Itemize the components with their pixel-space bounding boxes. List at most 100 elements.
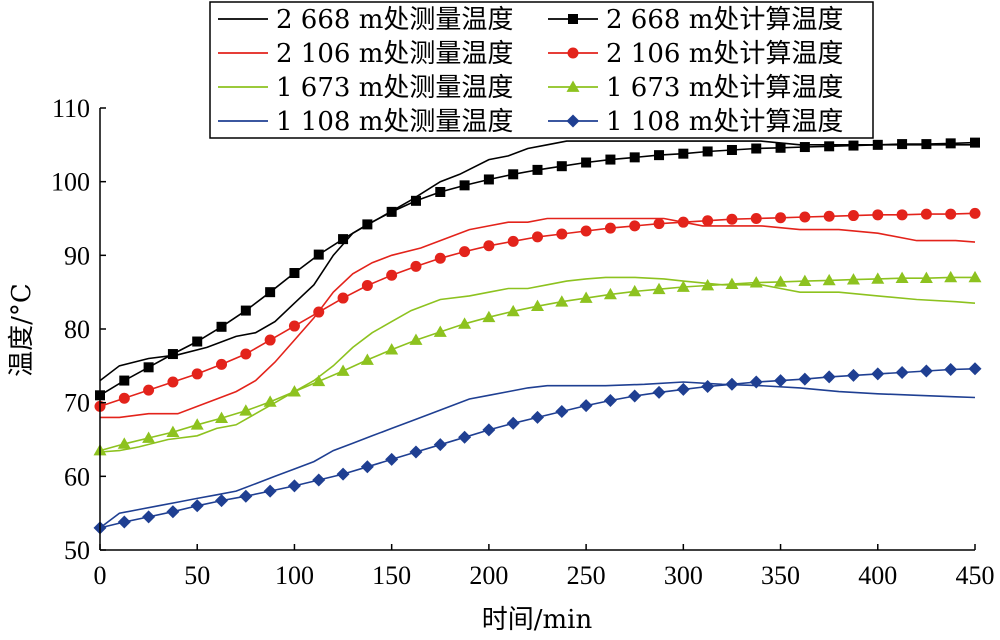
series-6 bbox=[99, 381, 976, 529]
data-point-diamond bbox=[360, 460, 374, 474]
x-tick-label: 150 bbox=[372, 561, 411, 590]
data-point-triangle bbox=[190, 418, 204, 430]
legend-label: 2 668 m处测量温度 bbox=[276, 5, 513, 35]
legend-item: 1 108 m处计算温度 bbox=[548, 107, 843, 137]
data-point-square bbox=[240, 305, 251, 316]
data-point-circle bbox=[920, 208, 932, 220]
data-point-diamond bbox=[458, 430, 472, 444]
data-point-triangle bbox=[385, 343, 399, 355]
data-point-triangle bbox=[652, 282, 666, 295]
data-point-circle bbox=[216, 358, 228, 370]
data-point-square bbox=[532, 164, 543, 175]
data-point-circle bbox=[823, 210, 835, 222]
data-point-circle bbox=[775, 212, 787, 224]
data-point-triangle bbox=[566, 80, 580, 92]
data-point-square bbox=[581, 157, 592, 168]
x-tick-label: 100 bbox=[275, 561, 314, 590]
series-line bbox=[99, 276, 976, 453]
axes: 0 50 100 150 200 250 300 350 400 4505060708090100… bbox=[51, 94, 995, 590]
plot-area bbox=[93, 137, 982, 535]
data-point-circle bbox=[434, 252, 446, 264]
data-point-circle bbox=[847, 210, 859, 222]
data-point-triangle bbox=[603, 287, 617, 300]
data-point-circle bbox=[969, 207, 981, 219]
data-point-circle bbox=[677, 216, 689, 228]
data-point-square bbox=[605, 154, 616, 165]
legend: 2 668 m处测量温度 2 668 m处计算温度 2 106 m处测量温度 2 10… bbox=[209, 1, 874, 139]
x-tick-label: 250 bbox=[567, 561, 606, 590]
data-point-circle bbox=[410, 260, 422, 272]
data-point-triangle bbox=[531, 299, 544, 312]
data-point-diamond bbox=[566, 114, 580, 128]
data-point-diamond bbox=[117, 515, 131, 529]
data-point-circle bbox=[750, 213, 762, 224]
data-point-circle bbox=[567, 47, 579, 59]
data-point-triangle bbox=[725, 277, 739, 289]
legend-item: 2 106 m处测量温度 bbox=[218, 39, 513, 69]
data-point-triangle bbox=[919, 271, 933, 284]
data-point-triangle bbox=[749, 276, 763, 288]
data-point-triangle bbox=[628, 284, 642, 297]
series-2 bbox=[100, 217, 976, 419]
data-point-circle bbox=[580, 225, 592, 237]
x-tick-label: 450 bbox=[956, 561, 995, 590]
data-point-diamond bbox=[798, 372, 812, 386]
data-point-square bbox=[945, 138, 956, 149]
data-point-circle bbox=[118, 392, 130, 404]
y-tick-label: 110 bbox=[52, 94, 90, 123]
data-point-diamond bbox=[409, 445, 423, 459]
y-tick-label: 70 bbox=[64, 389, 90, 418]
x-tick-label: 300 bbox=[664, 561, 703, 590]
data-point-diamond bbox=[239, 489, 253, 503]
data-point-square bbox=[143, 362, 154, 373]
data-point-circle bbox=[167, 376, 179, 388]
data-point-square bbox=[435, 186, 446, 197]
y-tick-label: 80 bbox=[64, 315, 90, 344]
data-point-triangle bbox=[774, 275, 788, 287]
data-point-diamond bbox=[822, 370, 836, 384]
data-point-triangle bbox=[555, 295, 569, 307]
data-point-diamond bbox=[336, 467, 350, 481]
y-tick-label: 90 bbox=[64, 241, 90, 270]
data-point-triangle bbox=[263, 395, 277, 407]
data-point-square bbox=[824, 141, 835, 152]
data-point-triangle bbox=[676, 280, 690, 292]
data-point-square bbox=[921, 139, 932, 150]
data-point-triangle bbox=[846, 273, 860, 285]
data-point-square bbox=[192, 336, 203, 347]
data-point-diamond bbox=[482, 423, 496, 437]
data-point-triangle bbox=[482, 310, 496, 323]
data-point-square bbox=[970, 137, 980, 148]
data-point-circle bbox=[240, 348, 252, 360]
data-point-square bbox=[751, 143, 762, 154]
data-point-diamond bbox=[968, 362, 982, 376]
data-point-square bbox=[410, 195, 421, 206]
legend-item: 2 106 m处计算温度 bbox=[548, 39, 843, 69]
data-point-triangle bbox=[579, 291, 593, 303]
data-point-triangle bbox=[142, 431, 156, 443]
data-point-circle bbox=[264, 334, 276, 346]
data-point-square bbox=[216, 321, 227, 332]
data-point-square bbox=[167, 349, 178, 360]
data-point-triangle bbox=[701, 279, 715, 291]
data-point-diamond bbox=[215, 494, 229, 508]
data-point-diamond bbox=[749, 375, 763, 389]
data-point-circle bbox=[896, 209, 908, 221]
data-point-square bbox=[508, 169, 519, 180]
y-tick-label: 50 bbox=[64, 536, 90, 565]
data-point-triangle bbox=[968, 270, 982, 283]
data-point-circle bbox=[191, 368, 203, 380]
data-point-triangle bbox=[895, 271, 909, 284]
data-point-square bbox=[313, 249, 324, 260]
legend-label: 1 673 m处测量温度 bbox=[276, 73, 513, 103]
data-point-diamond bbox=[263, 484, 277, 498]
data-point-square bbox=[289, 268, 300, 279]
data-point-square bbox=[726, 144, 737, 155]
x-tick-label: 350 bbox=[761, 561, 800, 590]
data-point-square bbox=[799, 142, 810, 153]
data-point-diamond bbox=[628, 389, 642, 403]
data-point-diamond bbox=[531, 410, 544, 424]
data-point-triangle bbox=[166, 425, 180, 438]
legend-label: 2 668 m处计算温度 bbox=[606, 5, 843, 35]
data-point-diamond bbox=[919, 364, 933, 378]
